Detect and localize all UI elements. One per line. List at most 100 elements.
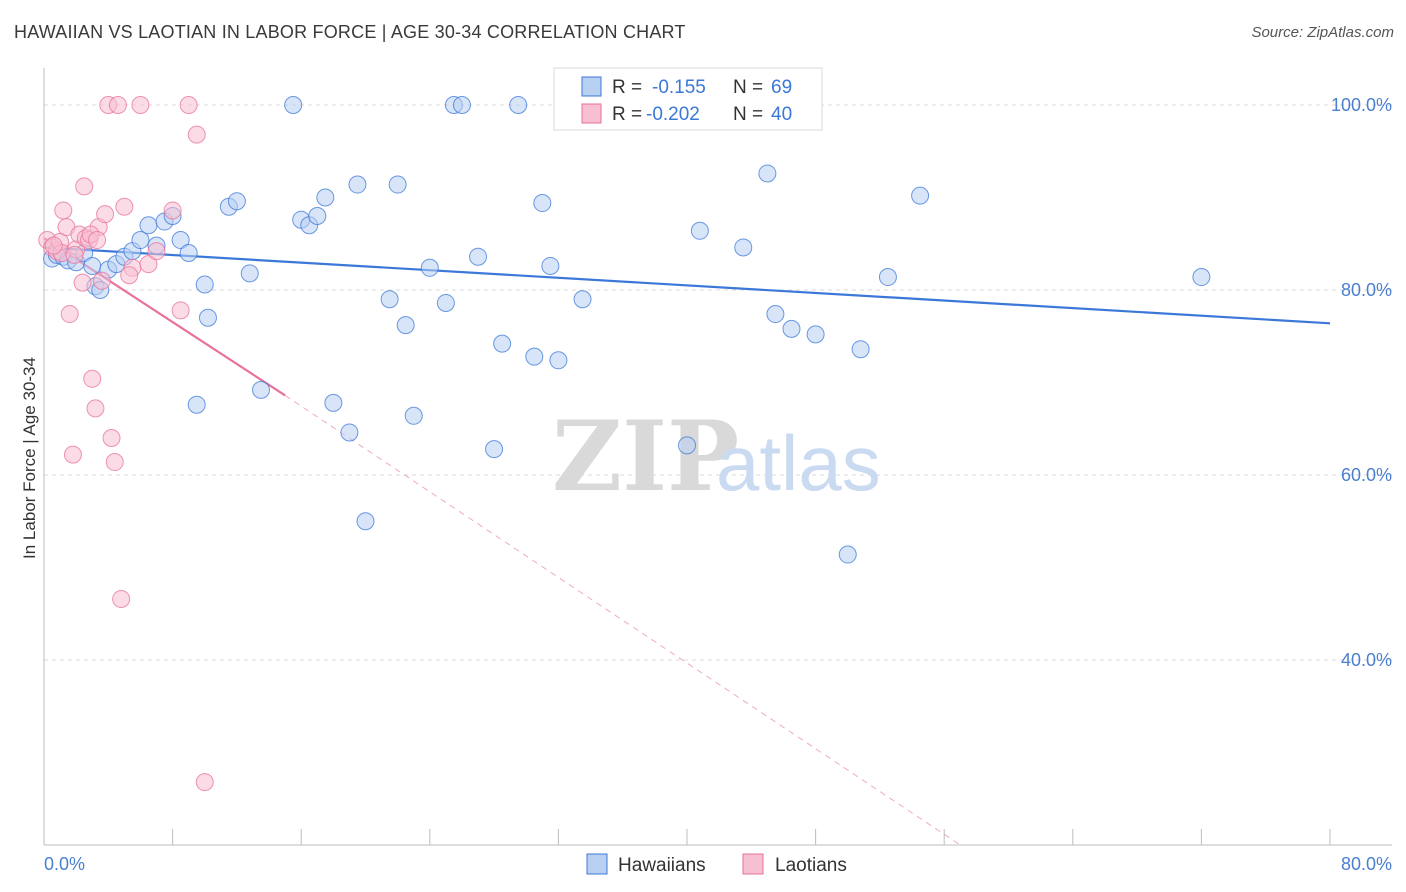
grid-lines [44, 104, 1392, 661]
hawaiians-n-value: 69 [771, 77, 792, 98]
point-laotians [112, 589, 131, 608]
point-hawaiians [541, 256, 560, 275]
point-hawaiians [252, 380, 271, 399]
point-hawaiians [83, 256, 102, 275]
point-hawaiians [758, 164, 777, 183]
legend-laotians-label: Laotians [775, 855, 847, 876]
point-laotians [75, 177, 94, 196]
point-hawaiians [734, 238, 753, 257]
legend-hawaiians-label: Hawaiians [618, 855, 706, 876]
y-tick-label: 40.0% [1341, 650, 1392, 670]
point-hawaiians [878, 268, 897, 287]
point-hawaiians [420, 258, 439, 277]
point-hawaiians [549, 351, 568, 370]
source-credit: Source: ZipAtlas.com [1251, 24, 1394, 41]
point-laotians [88, 231, 107, 250]
axes [43, 68, 1392, 846]
point-laotians [163, 201, 182, 220]
legend-laotians-swatch [742, 853, 764, 875]
point-hawaiians [308, 207, 327, 225]
point-hawaiians [348, 175, 367, 194]
laotians-n-label: N = [733, 104, 763, 125]
trend-line-extension-laotians [284, 395, 961, 846]
point-hawaiians [782, 319, 801, 338]
point-laotians [60, 305, 79, 324]
tick-labels: 100.0% 80.0% 60.0% 40.0% 0.0% 80.0% [44, 95, 1392, 874]
laotians-swatch [581, 103, 602, 124]
y-tick-label: 80.0% [1341, 280, 1392, 300]
point-laotians [63, 445, 82, 464]
x-tick-label: 0.0% [44, 854, 85, 874]
point-hawaiians [131, 231, 150, 250]
point-laotians [120, 266, 139, 285]
point-laotians [139, 255, 158, 274]
point-hawaiians [380, 290, 399, 309]
series-legend: Hawaiians Laotians [586, 853, 847, 876]
hawaiians-n-label: N = [733, 77, 763, 98]
point-hawaiians [340, 423, 359, 442]
point-hawaiians [316, 188, 335, 207]
point-hawaiians [678, 436, 696, 455]
data-points [38, 96, 1211, 792]
point-hawaiians [139, 216, 158, 235]
point-hawaiians [469, 247, 488, 266]
point-hawaiians [396, 316, 415, 335]
point-hawaiians [690, 221, 709, 240]
point-hawaiians [485, 440, 504, 459]
laotians-n-value: 40 [771, 104, 792, 125]
hawaiians-r-label: R = [612, 77, 642, 98]
watermark-atlas: atlas [716, 419, 881, 507]
point-hawaiians [509, 96, 528, 114]
hawaiians-swatch [581, 76, 602, 97]
point-hawaiians [195, 275, 214, 294]
x-tick-label: 80.0% [1341, 854, 1392, 874]
point-laotians [108, 96, 127, 114]
legend-hawaiians-swatch [586, 853, 608, 875]
point-laotians [54, 201, 73, 220]
point-hawaiians [911, 186, 930, 205]
point-laotians [92, 271, 111, 290]
y-tick-label: 60.0% [1341, 465, 1392, 485]
watermark: ZIP atlas [552, 400, 881, 513]
point-hawaiians [179, 244, 198, 262]
point-laotians [65, 245, 84, 264]
point-hawaiians [806, 325, 825, 344]
point-laotians [105, 453, 124, 472]
point-hawaiians [851, 340, 870, 359]
point-hawaiians [1192, 268, 1211, 287]
hawaiians-r-value: -0.155 [652, 77, 706, 98]
point-hawaiians [838, 545, 857, 564]
point-hawaiians [533, 194, 552, 213]
point-hawaiians [388, 175, 407, 194]
point-hawaiians [187, 395, 206, 414]
point-hawaiians [436, 293, 455, 312]
stats-legend: R = -0.155 N = 69 R = -0.202 N = 40 [553, 67, 823, 131]
point-laotians [86, 399, 105, 418]
laotians-r-value: -0.202 [646, 104, 700, 125]
point-laotians [171, 301, 190, 320]
point-laotians [44, 236, 63, 255]
point-hawaiians [324, 393, 343, 412]
point-laotians [96, 205, 115, 224]
point-laotians [115, 197, 134, 216]
point-hawaiians [573, 290, 592, 309]
point-hawaiians [766, 305, 785, 324]
point-hawaiians [525, 347, 544, 366]
point-hawaiians [240, 264, 259, 283]
point-laotians [83, 369, 102, 388]
watermark-zip: ZIP [552, 400, 739, 513]
y-axis-title: In Labor Force | Age 30-34 [20, 357, 39, 559]
point-hawaiians [227, 192, 246, 211]
laotians-r-label: R = [612, 104, 642, 125]
point-hawaiians [356, 512, 375, 531]
point-hawaiians [171, 231, 190, 250]
y-tick-label: 100.0% [1331, 95, 1392, 115]
chart-title: HAWAIIAN VS LAOTIAN IN LABOR FORCE | AGE… [14, 22, 686, 42]
point-hawaiians [452, 96, 471, 114]
point-hawaiians [404, 406, 423, 425]
point-laotians [73, 273, 92, 292]
point-laotians [187, 125, 206, 144]
point-laotians [147, 242, 166, 261]
point-laotians [102, 429, 121, 447]
